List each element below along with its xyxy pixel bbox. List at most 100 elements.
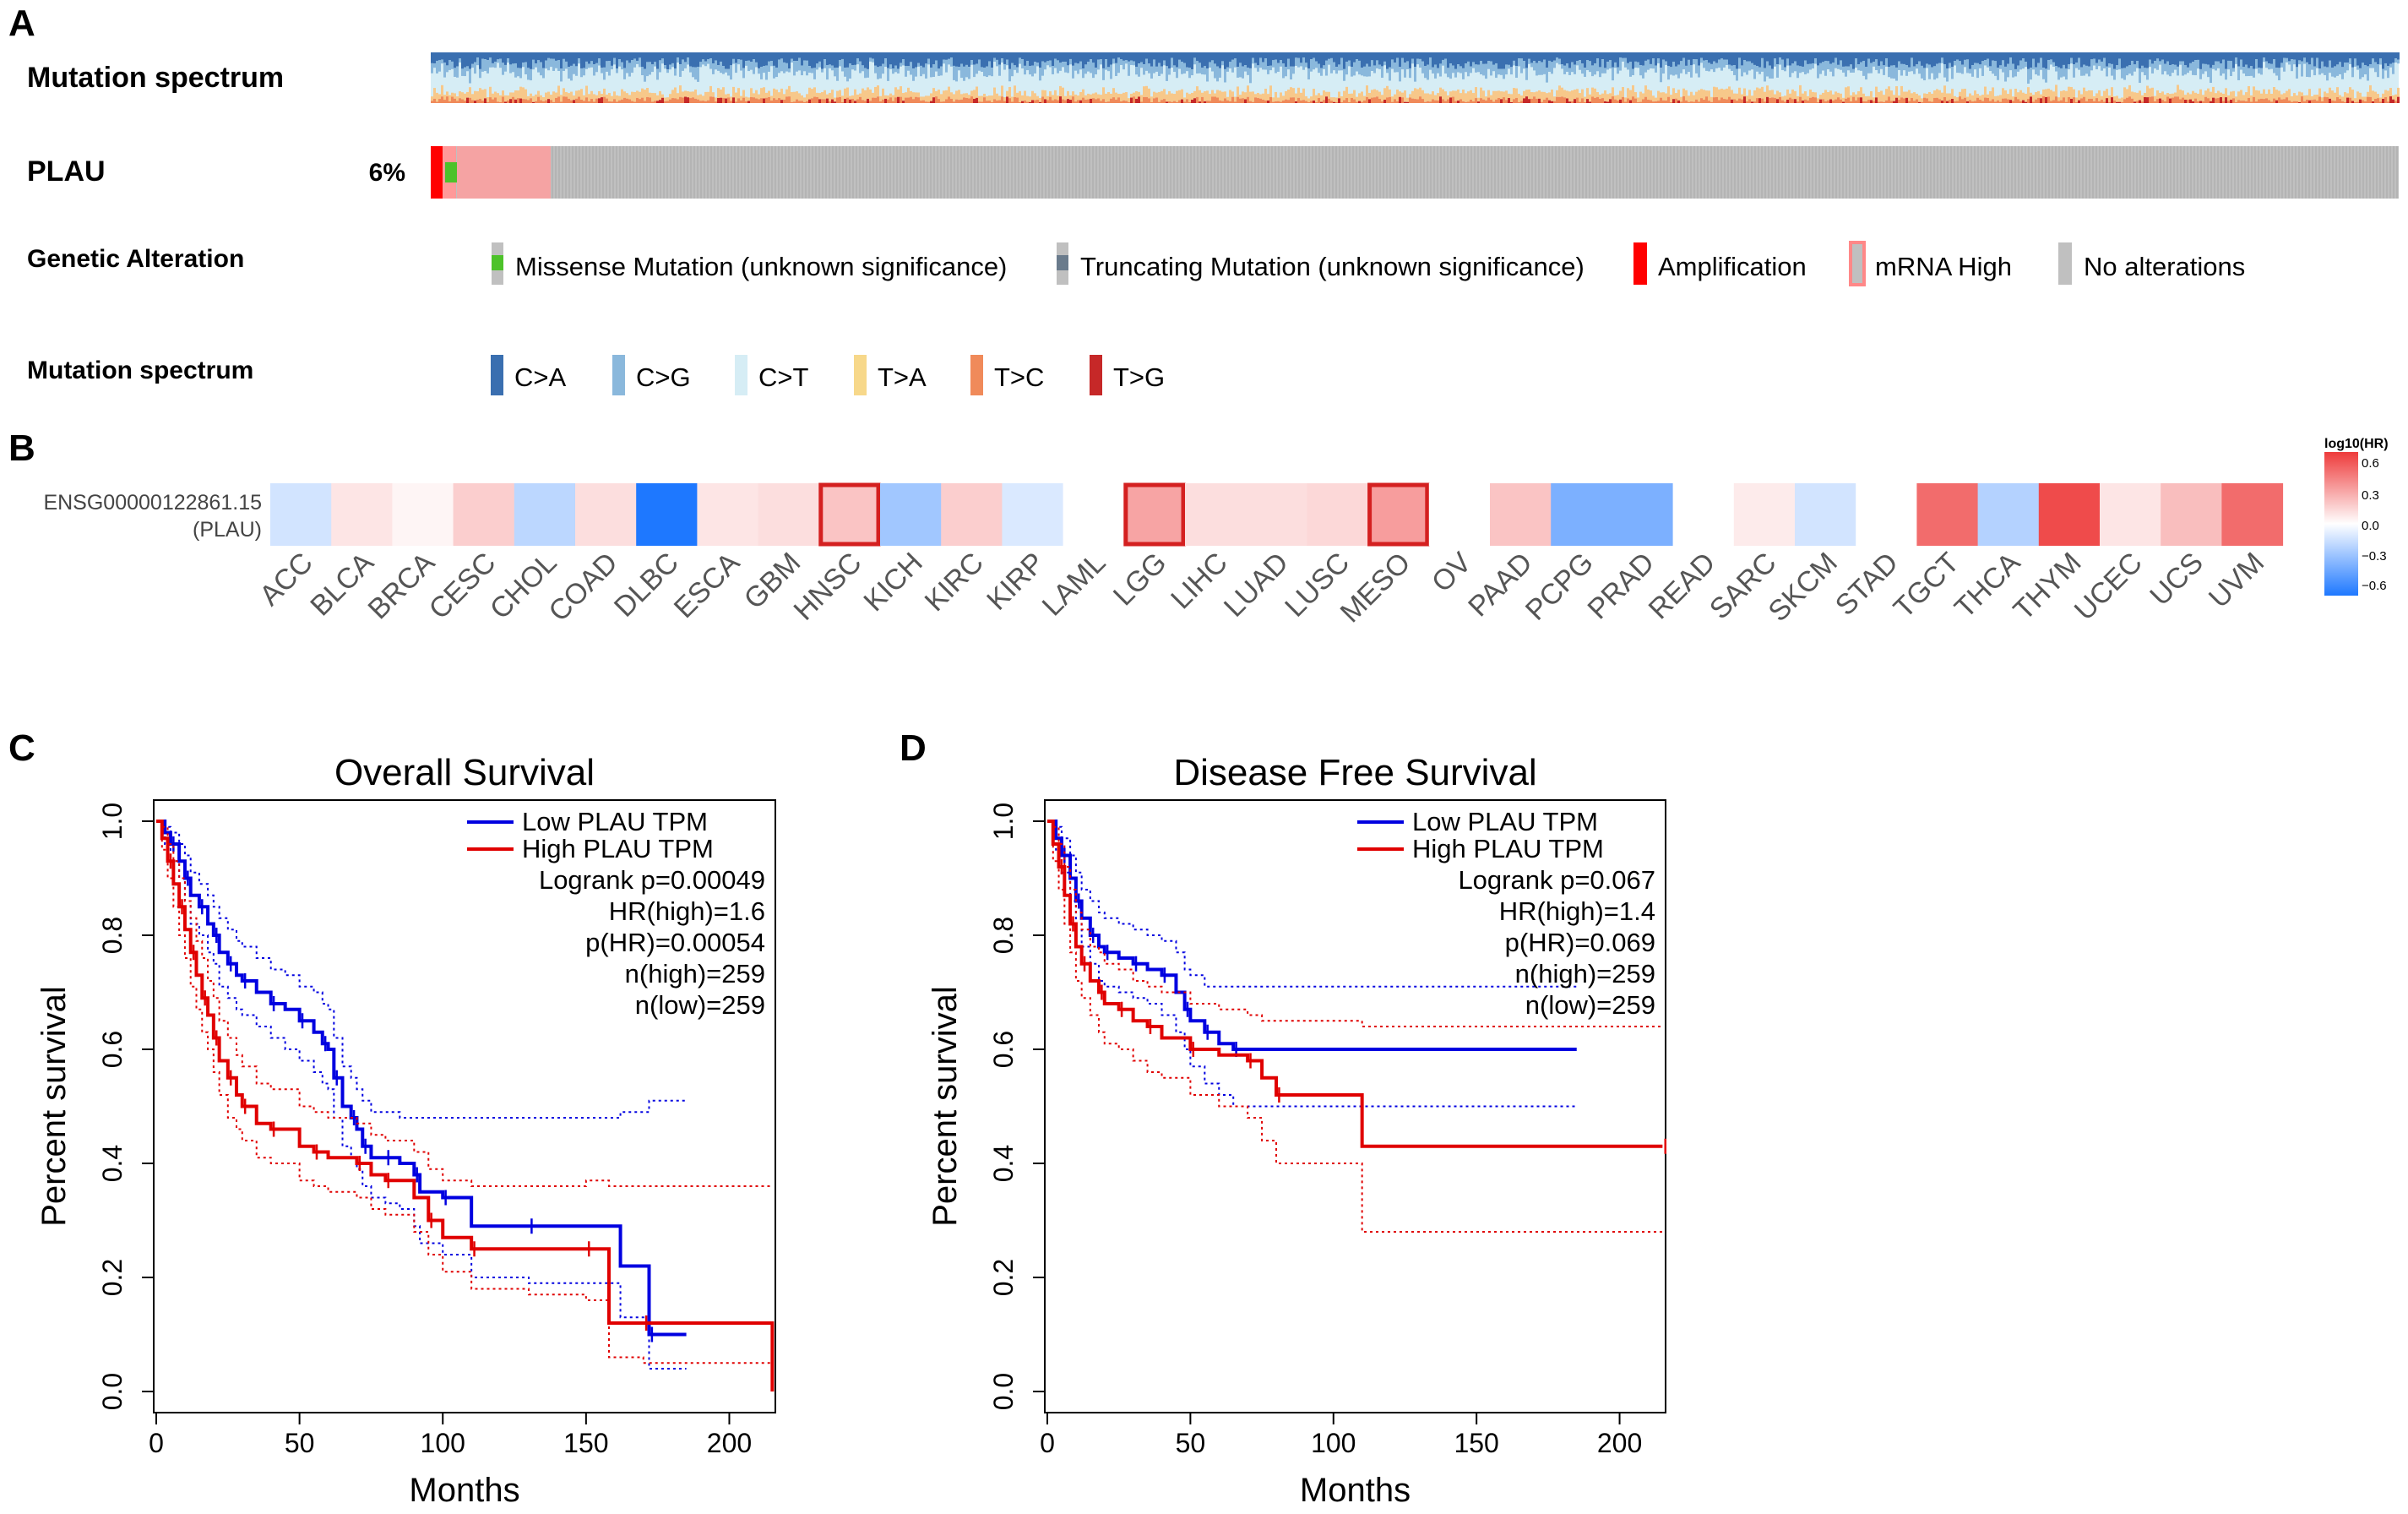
spectrum-cg-bar	[1644, 60, 1647, 73]
spectrum-ta-bar	[1267, 94, 1269, 101]
spectrum-ca-bar	[1421, 52, 1424, 62]
spectrum-ta-bar	[1525, 90, 1528, 97]
spectrum-cg-bar	[1951, 67, 1954, 79]
spectrum-ta-bar	[796, 91, 798, 100]
spectrum-cg-bar	[484, 59, 486, 72]
spectrum-cg-bar	[1313, 57, 1315, 70]
spectrum-ca-bar	[2047, 52, 2050, 61]
spectrum-ca-bar	[1799, 52, 1802, 67]
spectrum-ta-bar	[2123, 87, 2126, 100]
spectrum-cg-bar	[593, 64, 595, 76]
spectrum-tc-bar	[1206, 101, 1209, 103]
spectrum-tc-bar	[580, 99, 583, 103]
spectrum-cg-bar	[1743, 60, 1746, 73]
spectrum-tc-bar	[2192, 101, 2194, 103]
spectrum-tc-bar	[1252, 101, 1254, 103]
heatmap-cell-esca	[697, 483, 759, 546]
spectrum-ta-bar	[616, 95, 618, 102]
spectrum-tc-bar	[1262, 99, 1264, 103]
spectrum-ca-bar	[1242, 52, 1244, 67]
spectrum-ca-bar	[441, 52, 443, 60]
spectrum-ca-bar	[2275, 52, 2278, 68]
spectrum-ca-bar	[603, 52, 606, 68]
spectrum-ca-bar	[2270, 52, 2273, 64]
spectrum-tc-bar	[469, 97, 471, 103]
spectrum-ta-bar	[1373, 89, 1376, 98]
spectrum-cg-bar	[1824, 60, 1827, 76]
spectrum-ta-bar	[1741, 94, 1743, 100]
spectrum-ca-bar	[2232, 52, 2235, 68]
spectrum-ca-bar	[1500, 52, 1503, 69]
spectrum-cg-bar	[991, 68, 993, 77]
spectrum-ca-bar	[1201, 52, 1204, 68]
spectrum-tc-bar	[1361, 101, 1363, 103]
significance-box-lgg	[1123, 482, 1186, 547]
spectrum-ta-bar	[1437, 93, 1439, 101]
spectrum-tc-bar	[844, 98, 846, 103]
spectrum-tc-bar	[722, 97, 725, 103]
spectrum-cg-bar	[1984, 60, 1987, 66]
spectrum-tc-bar	[590, 99, 593, 103]
spectrum-tc-bar	[2367, 96, 2369, 103]
spectrum-ca-bar	[1850, 52, 1852, 65]
spectrum-cg-bar	[1637, 62, 1639, 68]
spectrum-ta-bar	[2093, 95, 2095, 101]
spectrum-ca-bar	[649, 52, 651, 63]
spectrum-ta-bar	[1090, 94, 1092, 99]
spectrum-ta-bar	[945, 90, 948, 100]
spectrum-cg-bar	[968, 67, 970, 79]
spectrum-cg-bar	[2111, 63, 2113, 76]
spectrum-ta-bar	[595, 95, 598, 99]
spectrum-cg-bar	[2374, 62, 2377, 73]
spectrum-cg-bar	[1551, 62, 1553, 74]
spectrum-cg-bar	[1444, 58, 1447, 74]
spectrum-ta-bar	[1330, 97, 1333, 101]
spectrum-ta-bar	[1173, 94, 1176, 101]
spectrum-ta-bar	[2341, 96, 2344, 101]
spectrum-cg-bar	[436, 60, 438, 74]
spectrum-ta-bar	[1903, 91, 1905, 99]
spectrum-cg-bar	[963, 66, 965, 81]
spectrum-cg-bar	[2045, 68, 2047, 83]
spectrum-ca-bar	[1487, 52, 1490, 62]
spectrum-ta-bar	[2222, 93, 2225, 101]
spectrum-ta-bar	[542, 97, 545, 101]
stat-label: n(low)=259	[1525, 990, 1655, 1020]
spectrum-ta-bar	[1465, 93, 1467, 102]
spectrum-cg-bar	[1209, 62, 1211, 68]
spectrum-ca-bar	[831, 52, 834, 66]
spectrum-cg-bar	[1257, 65, 1259, 72]
spectrum-cg-bar	[1452, 65, 1454, 74]
spectrum-cg-bar	[628, 63, 631, 77]
spectrum-ta-bar	[1237, 86, 1239, 97]
spectrum-cg-bar	[1753, 64, 1756, 79]
spectrum-ca-bar	[874, 52, 877, 66]
spectrum-ta-bar	[1751, 95, 1753, 102]
spectrum-tc-bar	[1041, 96, 1044, 103]
spectrum-cg-bar	[1307, 68, 1310, 80]
spectrum-tc-bar	[1229, 101, 1231, 103]
spectrum-ta-bar	[443, 95, 446, 101]
spectrum-tc-bar	[1353, 99, 1356, 103]
spectrum-cg-bar	[1315, 61, 1318, 68]
spectrum-ca-bar	[1315, 52, 1318, 62]
heatmap-cell-meso	[1367, 483, 1430, 546]
spectrum-cg-bar	[1006, 59, 1008, 66]
spectrum-ca-bar	[1358, 52, 1361, 61]
spectrum-ta-bar	[1031, 90, 1034, 101]
spectrum-cg-bar	[502, 63, 504, 75]
spectrum-ca-bar	[1802, 52, 1804, 67]
spectrum-ta-bar	[1041, 90, 1044, 97]
spectrum-cg-bar	[504, 64, 507, 72]
spectrum-cg-bar	[570, 65, 573, 81]
spectrum-cg-bar	[900, 63, 902, 67]
spectrum-ta-bar	[1277, 97, 1280, 101]
spectrum-ca-bar	[2301, 52, 2303, 62]
spectrum-cg-bar	[2035, 67, 2037, 75]
spectrum-ta-bar	[692, 91, 694, 98]
spectrum-cg-bar	[912, 68, 915, 81]
spectrum-ca-bar	[2098, 52, 2101, 60]
spectrum-ca-bar	[1477, 52, 1480, 65]
spectrum-cg-bar	[1424, 66, 1427, 79]
spectrum-ca-bar	[689, 52, 692, 67]
